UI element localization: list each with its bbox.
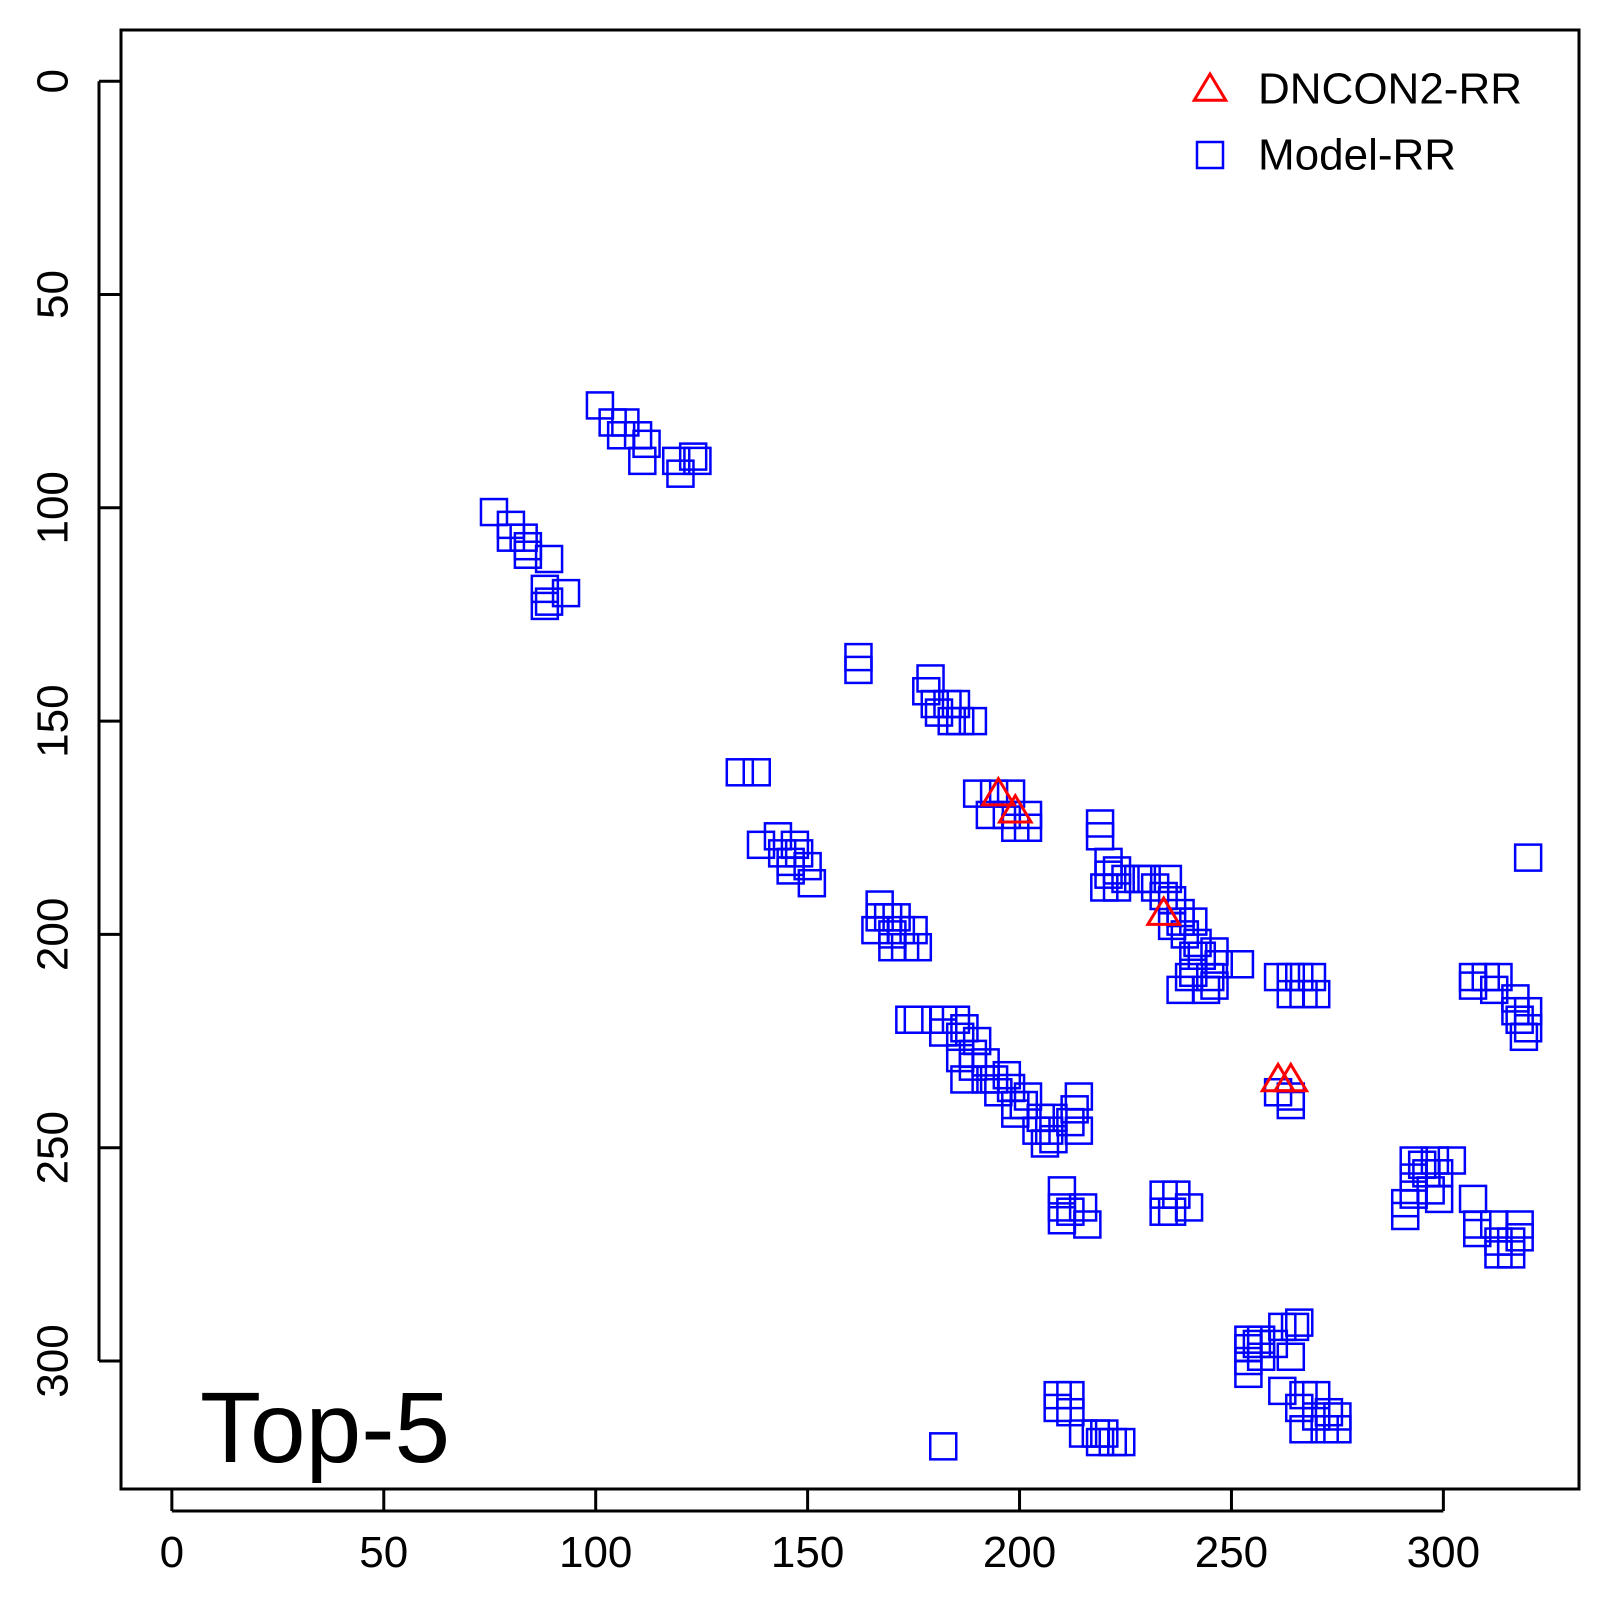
axes: 0 50 100 150 200 250 300 0 50 100 150 200 250 300 — [29, 69, 1481, 1577]
point-square — [1301, 979, 1331, 1009]
point-square — [1505, 1005, 1534, 1034]
point-triangle — [1272, 1061, 1310, 1093]
point-square — [551, 578, 581, 608]
legend-triangle-icon — [1191, 71, 1229, 102]
legend-label: DNCON2-RR — [1258, 65, 1522, 114]
point-square — [1285, 1308, 1314, 1337]
point-square — [958, 706, 988, 736]
y-tick-label: 200 — [29, 898, 78, 971]
point-square — [1424, 1184, 1454, 1214]
point-square — [1153, 864, 1183, 894]
point-square — [928, 1432, 958, 1461]
x-tick-label: 250 — [1195, 1528, 1268, 1577]
point-square — [1179, 907, 1208, 936]
point-square — [1090, 1419, 1119, 1448]
y-tick-label: 250 — [29, 1111, 78, 1184]
legend-square-icon — [1195, 140, 1225, 170]
point-square — [683, 446, 712, 476]
point-square — [1132, 864, 1161, 894]
y-tick-label: 150 — [29, 684, 78, 757]
point-square — [1102, 856, 1132, 885]
point-square — [962, 1026, 992, 1056]
point-square — [793, 851, 822, 881]
point-square — [1513, 843, 1543, 872]
panel-annotation: Top-5 — [200, 1372, 450, 1484]
x-tick-label: 200 — [983, 1528, 1056, 1577]
point-square — [746, 830, 776, 860]
point-square — [742, 758, 772, 787]
point-square — [1276, 1342, 1306, 1372]
plot-frame — [119, 28, 1581, 1491]
point-triangle — [996, 792, 1034, 824]
point-square — [844, 655, 873, 685]
point-square — [1073, 1210, 1102, 1239]
point-square — [1268, 1376, 1297, 1406]
point-square — [1157, 1197, 1187, 1226]
point-square — [1064, 1082, 1094, 1111]
point-square — [1458, 971, 1488, 1000]
point-square — [509, 523, 538, 552]
y-tick-label: 300 — [29, 1324, 78, 1397]
point-square — [1463, 1218, 1492, 1248]
point-square — [941, 689, 971, 719]
x-tick-label: 150 — [771, 1528, 844, 1577]
x-tick-label: 0 — [160, 1528, 184, 1577]
point-square — [725, 758, 755, 787]
point-square — [534, 587, 564, 616]
y-tick-label: 0 — [29, 69, 78, 93]
x-tick-label: 50 — [359, 1528, 408, 1577]
y-tick-label: 100 — [29, 471, 78, 544]
point-square — [1505, 1210, 1534, 1239]
point-square — [1102, 873, 1132, 902]
point-square — [1179, 958, 1208, 988]
point-square — [1064, 1116, 1094, 1145]
point-square — [534, 544, 564, 574]
point-square — [1225, 950, 1255, 979]
point-square — [1390, 1201, 1420, 1231]
point-square — [899, 915, 928, 945]
y-tick-label: 50 — [29, 270, 78, 319]
point-square — [1323, 1402, 1352, 1431]
point-square — [628, 446, 657, 476]
point-square — [797, 868, 827, 898]
point-square — [941, 1005, 971, 1034]
point-square — [678, 442, 708, 471]
point-square — [1437, 1146, 1467, 1175]
point-square — [1416, 1176, 1445, 1205]
series-Model-RR — [479, 391, 1543, 1461]
point-square — [996, 779, 1026, 808]
point-triangle — [1145, 895, 1183, 926]
point-square — [1149, 881, 1178, 911]
point-square — [1234, 1359, 1263, 1389]
point-square — [1174, 1193, 1204, 1222]
data-points — [479, 391, 1543, 1461]
point-square — [1314, 1397, 1344, 1427]
point-square — [1280, 1312, 1310, 1342]
point-square — [1420, 1146, 1450, 1175]
point-square — [1047, 1176, 1077, 1205]
point-triangle — [979, 775, 1017, 807]
point-square — [1496, 1240, 1526, 1269]
point-square — [1297, 962, 1327, 992]
series-DNCON2-RR — [979, 775, 1310, 1093]
point-square — [513, 540, 543, 569]
point-square — [1509, 1022, 1539, 1052]
x-tick-label: 100 — [559, 1528, 632, 1577]
point-square — [632, 429, 661, 459]
legend: DNCON2-RR Model-RR — [1191, 65, 1522, 180]
point-square — [1107, 1427, 1136, 1457]
point-square — [1030, 1129, 1060, 1158]
point-square — [1068, 1193, 1098, 1222]
legend-label: Model-RR — [1258, 131, 1456, 180]
x-tick-label: 300 — [1407, 1528, 1480, 1577]
point-square — [1479, 975, 1509, 1005]
point-square — [903, 932, 933, 962]
